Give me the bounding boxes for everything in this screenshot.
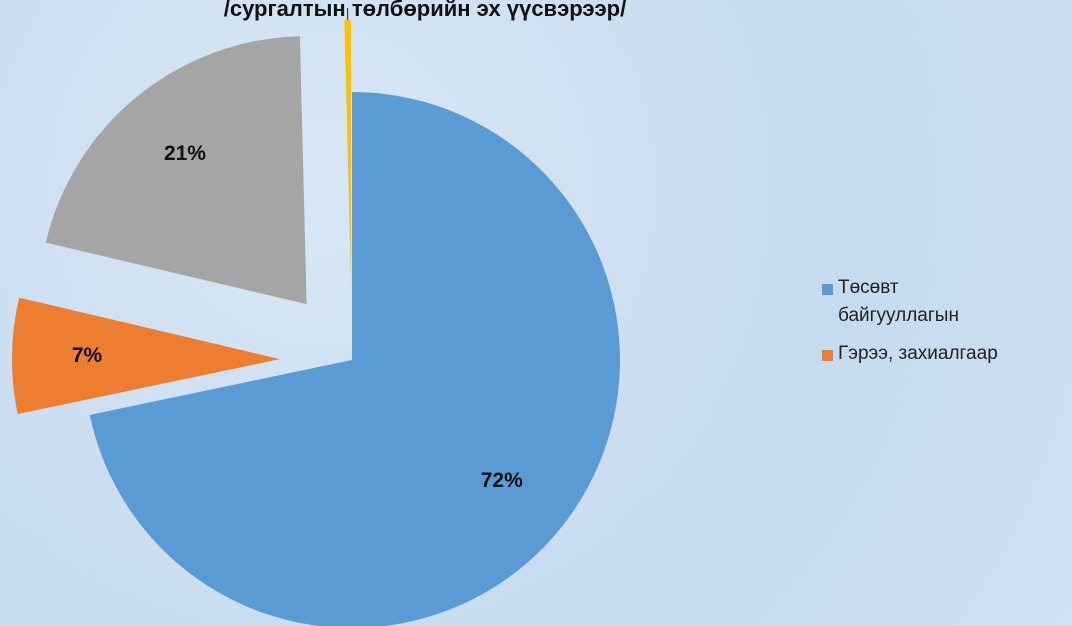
data-label: 7%	[72, 344, 103, 367]
data-label: 21%	[164, 142, 206, 165]
pie-slice	[12, 297, 281, 415]
legend-entry: Төсөвт байгууллагын	[822, 277, 1062, 330]
legend-label: Төсөвт байгууллагын	[838, 277, 959, 326]
legend-entry: Гэрээ, захиалгаар	[822, 343, 1062, 368]
data-label: 72%	[481, 469, 523, 492]
legend-swatch	[822, 350, 833, 361]
legend: Төсөвт байгууллагын Гэрээ, захиалгаар	[822, 277, 1062, 382]
data-label: 0.4%	[323, 0, 371, 5]
pie-slice	[344, 20, 352, 289]
pie-slice	[89, 92, 620, 626]
legend-swatch	[822, 284, 833, 295]
pie-slice	[45, 36, 307, 305]
chart-title: /сургалтын төлбөрийн эх үүсвэрээр/	[224, 0, 626, 21]
legend-label: Гэрээ, захиалгаар	[838, 343, 998, 364]
